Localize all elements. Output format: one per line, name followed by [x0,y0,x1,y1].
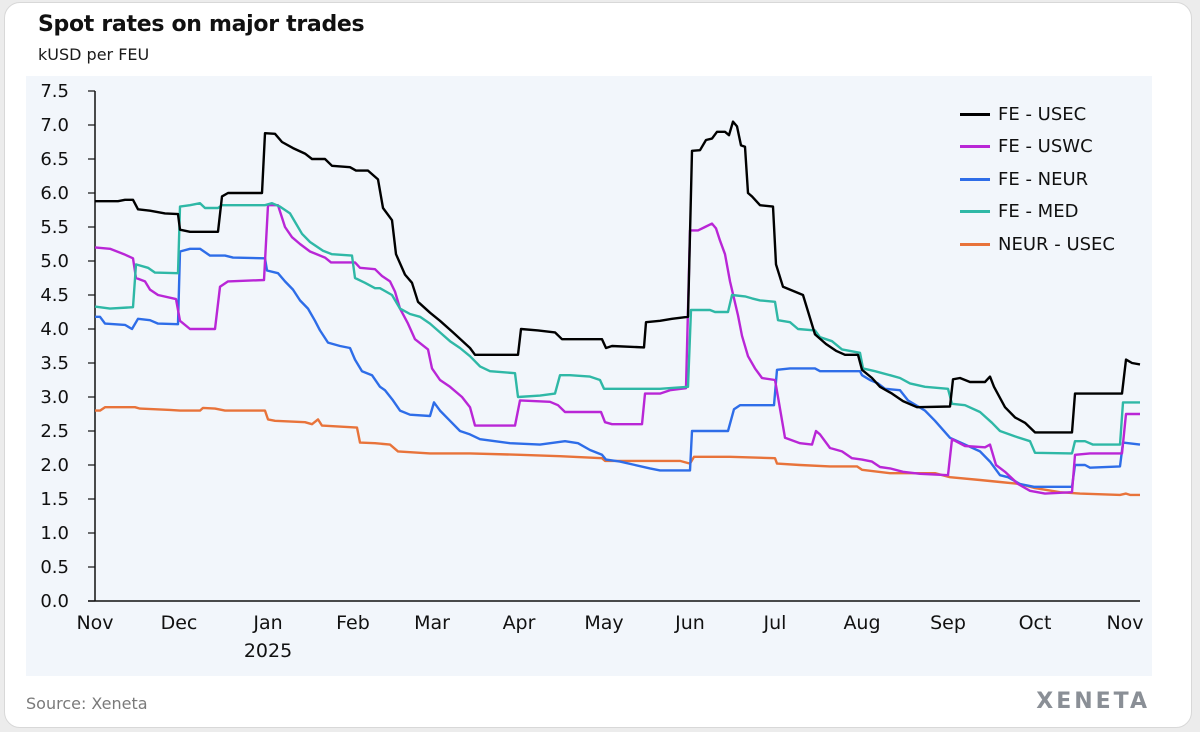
legend-swatch-icon [960,242,990,246]
x-tick-label: Jan [252,612,282,634]
y-tick-label: 3.0 [40,387,69,408]
chart-legend: FE - USEC FE - USWC FE - NEUR FE - MED NEUR … [960,98,1115,261]
y-tick-label: 6.0 [40,183,69,204]
legend-swatch-icon [960,177,990,181]
legend-label: FE - NEUR [998,168,1089,190]
x-tick-label: Aug [843,612,880,634]
y-tick-label: 7.5 [40,81,69,102]
legend-swatch-icon [960,210,990,214]
y-tick-label: 3.5 [40,353,69,374]
legend-label: FE - USEC [998,103,1087,125]
xeneta-logo: XENETA [1036,689,1150,714]
y-tick-label: 2.5 [40,421,69,442]
legend-item: FE - USWC [960,131,1115,164]
y-tick-label: 4.5 [40,285,69,306]
y-tick-label: 5.5 [40,217,69,238]
legend-item: NEUR - USEC [960,228,1115,261]
y-tick-label: 6.5 [40,149,69,170]
x-tick-year: 2025 [244,640,292,662]
x-tick-label: Jul [763,612,787,634]
x-axis: Nov Dec Jan 2025 Feb Mar Apr May Jun Jul Aug Sep Oct… [76,600,1144,662]
source-note: Source: Xeneta [26,694,148,713]
y-tick-label: 7.0 [40,115,69,136]
legend-item: FE - NEUR [960,163,1115,196]
series-line-fe-med [94,202,1140,455]
x-tick-label: Feb [336,612,370,634]
series-line-fe-usec [95,120,1141,434]
x-tick-label: Sep [930,612,966,634]
legend-label: NEUR - USEC [998,233,1115,255]
y-tick-label: 0.0 [40,591,69,612]
y-axis: 0.0 0.5 1.0 1.5 2.0 2.5 3.0 3.5 4.0 4.5 5.0 5.5 6.0 6… [40,81,96,612]
legend-swatch-icon [960,112,990,116]
x-tick-label: May [584,612,623,634]
series-line-fe-neur [95,247,1141,488]
y-tick-label: 1.0 [40,523,69,544]
y-tick-label: 1.5 [40,489,69,510]
series-line-neur-usec [95,406,1140,497]
y-tick-label: 2.0 [40,455,69,476]
x-tick-label: Mar [414,612,450,634]
legend-item: FE - MED [960,196,1115,229]
series-lines [94,120,1141,497]
legend-label: FE - MED [998,201,1079,223]
legend-swatch-icon [960,145,990,149]
y-tick-label: 5.0 [40,251,69,272]
chart-subtitle: kUSD per FEU [38,45,150,64]
y-tick-label: 4.0 [40,319,69,340]
x-tick-label: Nov [76,612,113,634]
chart-title: Spot rates on major trades [38,12,365,37]
x-tick-label: Nov [1106,612,1143,634]
x-tick-label: Oct [1019,612,1052,634]
legend-item: FE - USEC [960,98,1115,131]
y-tick-label: 0.5 [40,557,69,578]
x-tick-label: Jun [674,612,705,634]
x-tick-label: Dec [161,612,198,634]
x-tick-label: Apr [503,612,536,634]
legend-label: FE - USWC [998,136,1093,158]
